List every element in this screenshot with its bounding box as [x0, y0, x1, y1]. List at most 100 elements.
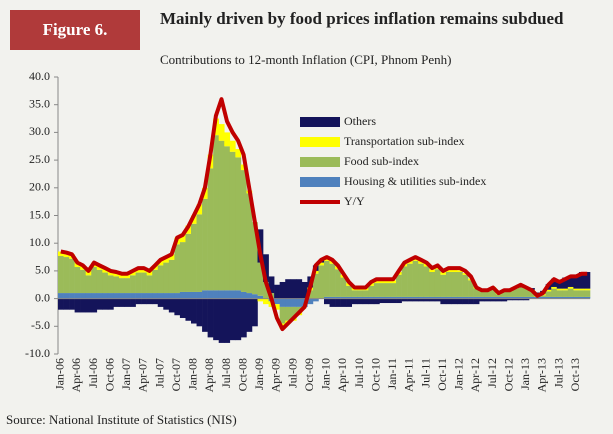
x-tick-label: Apr-08	[202, 358, 216, 392]
bar-segment	[451, 272, 458, 297]
bar-segment	[556, 296, 563, 299]
bar-segment	[168, 259, 175, 294]
bar-segment	[124, 278, 131, 294]
bar-segment	[224, 132, 231, 147]
bar-segment	[412, 260, 419, 297]
bar-segment	[457, 272, 463, 297]
bar-segment	[135, 298, 142, 305]
x-tick-label: Oct-06	[102, 358, 116, 391]
bar-segment	[74, 267, 81, 294]
bar-segment	[69, 258, 75, 294]
bar-segment	[540, 296, 546, 299]
legend-label: Food sub-index	[344, 154, 419, 168]
bar-segment	[130, 275, 136, 294]
bar-segment	[124, 298, 131, 307]
bar-segment	[562, 288, 569, 291]
bar-segment	[346, 296, 353, 299]
bar-segment	[174, 293, 181, 299]
bar-segment	[335, 296, 341, 299]
bar-segment	[401, 266, 408, 297]
bar-segment	[401, 296, 408, 299]
bar-segment	[80, 293, 87, 299]
bar-segment	[396, 296, 402, 299]
bar-segment	[179, 242, 186, 292]
source: Source: National Institute of Statistics…	[6, 412, 237, 427]
bar-segment	[91, 298, 98, 313]
legend-swatch	[300, 157, 340, 167]
bar-segment	[362, 290, 369, 297]
bar-segment	[157, 293, 164, 299]
bar-segment	[506, 298, 513, 301]
bar-segment	[196, 291, 203, 299]
x-tick-label: Apr-09	[269, 358, 283, 392]
x-tick-label: Jan-08	[186, 358, 200, 390]
bar-segment	[135, 272, 142, 294]
bar-segment	[373, 296, 380, 299]
bar-segment	[85, 293, 92, 299]
x-tick-label: Jul-06	[86, 358, 100, 388]
bar-segment	[468, 296, 474, 299]
bar-segment	[141, 298, 147, 305]
bar-segment	[578, 296, 585, 299]
bar-segment	[451, 269, 458, 273]
x-tick-label: Apr-10	[335, 358, 349, 392]
bar-segment	[307, 298, 314, 305]
bar-segment	[257, 295, 264, 299]
bar-segment	[556, 290, 563, 297]
bar-segment	[457, 270, 463, 273]
y-tick-label: -10.0	[25, 346, 50, 360]
x-tick-label: Jan-06	[53, 358, 67, 390]
bar-segment	[168, 293, 175, 299]
figure-label: Figure 6.	[10, 10, 140, 50]
bar-segment	[218, 290, 225, 299]
bar-segment	[517, 296, 524, 299]
bar-segment	[429, 269, 436, 273]
bar-segment	[285, 306, 292, 321]
chart-subtitle: Contributions to 12-month Inflation (CPI…	[160, 52, 452, 67]
bar-segment	[163, 293, 170, 299]
bar-segment	[340, 277, 347, 297]
bar-segment	[434, 296, 441, 299]
bar-segment	[80, 298, 87, 313]
bar-segment	[373, 283, 380, 297]
bar-segment	[495, 294, 502, 297]
bar-segment	[229, 151, 236, 291]
bar-segment	[290, 298, 297, 307]
x-tick-label: Jul-08	[219, 358, 233, 388]
bar-segment	[484, 296, 491, 299]
bar-segment	[69, 293, 75, 299]
bar-segment	[373, 298, 380, 305]
x-tick-label: Oct-08	[235, 358, 249, 391]
x-tick-label: Jan-12	[452, 358, 466, 390]
bar-segment	[423, 266, 430, 297]
bar-segment	[118, 298, 125, 307]
bar-segment	[578, 272, 585, 289]
bar-segment	[63, 257, 70, 294]
bar-segment	[562, 290, 569, 297]
bar-segment	[107, 270, 114, 276]
bar-segment	[495, 298, 502, 302]
bar-segment	[296, 298, 303, 307]
bar-segment	[157, 265, 164, 294]
x-tick-label: Jul-09	[285, 358, 299, 388]
bar-segment	[362, 298, 369, 305]
bar-segment	[141, 293, 147, 299]
bar-segment	[113, 272, 120, 277]
bar-segment	[324, 260, 330, 297]
bar-segment	[229, 290, 236, 299]
bar-segment	[396, 298, 402, 304]
x-tick-label: Oct-09	[302, 358, 316, 391]
bar-segment	[418, 296, 425, 299]
x-tick-label: Oct-13	[568, 358, 582, 391]
bar-segment	[296, 279, 303, 299]
bar-segment	[218, 298, 225, 343]
bar-segment	[235, 298, 242, 341]
legend-swatch	[300, 117, 340, 127]
bar-segment	[484, 291, 491, 297]
bar-segment	[501, 296, 508, 299]
bar-segment	[567, 275, 574, 287]
bar-segment	[457, 296, 463, 299]
bar-segment	[163, 262, 170, 294]
bar-segment	[213, 135, 220, 291]
bar-segment	[218, 140, 225, 291]
